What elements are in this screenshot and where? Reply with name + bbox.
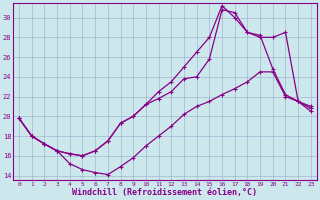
X-axis label: Windchill (Refroidissement éolien,°C): Windchill (Refroidissement éolien,°C) bbox=[72, 188, 258, 197]
